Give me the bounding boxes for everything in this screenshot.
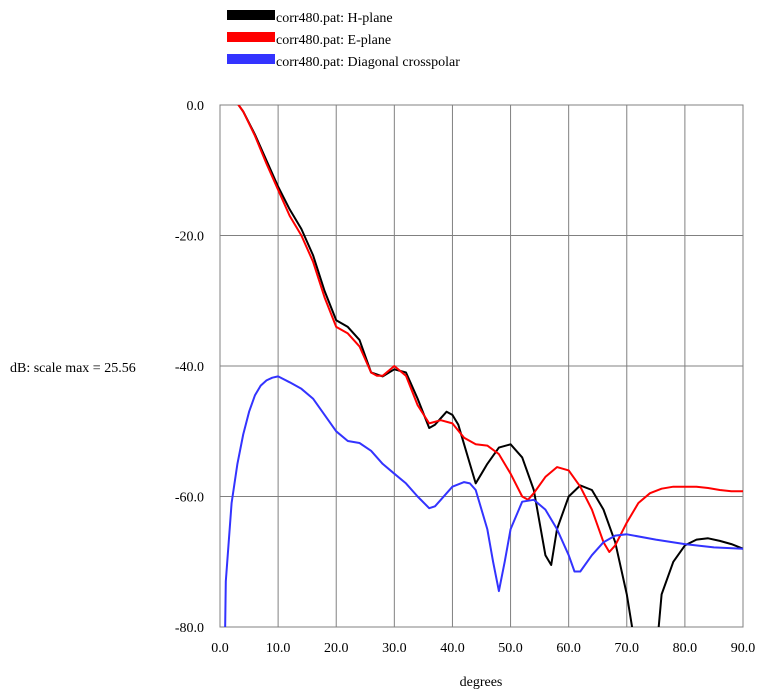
x-tick-label: 60.0 <box>556 641 581 656</box>
series-line-2 <box>237 105 743 553</box>
legend-swatch-1 <box>227 10 275 20</box>
series-layer <box>224 105 743 627</box>
x-axis-ticks: 0.0 10.0 20.0 30.0 40.0 50.0 60.0 70.0 80.0 90.0 <box>211 641 755 656</box>
grid <box>220 105 743 627</box>
x-tick-label: 50.0 <box>498 641 523 656</box>
legend-label-2: corr480.pat: E-plane <box>276 33 391 48</box>
y-axis-ticks: 0.0 -20.0 -40.0 -60.0 -80.0 <box>175 99 204 636</box>
plot-area <box>219 104 744 628</box>
legend-label-1: corr480.pat: H-plane <box>276 11 393 26</box>
y-axis-label: dB: scale max = 25.56 <box>10 361 136 376</box>
x-tick-label: 80.0 <box>673 641 698 656</box>
x-tick-label: 70.0 <box>615 641 640 656</box>
legend: corr480.pat: H-plane corr480.pat: E-plane… <box>227 10 460 70</box>
x-axis-label: degrees <box>460 675 503 690</box>
y-tick-label: -20.0 <box>175 230 204 245</box>
x-tick-label: 20.0 <box>324 641 349 656</box>
x-tick-label: 0.0 <box>211 641 229 656</box>
series-line-3 <box>224 375 743 627</box>
legend-swatch-2 <box>227 32 275 42</box>
series-line-1 <box>237 105 743 627</box>
x-tick-label: 30.0 <box>382 641 407 656</box>
y-tick-label: -60.0 <box>175 491 204 506</box>
x-tick-label: 10.0 <box>266 641 291 656</box>
y-tick-label: 0.0 <box>187 99 205 114</box>
legend-swatch-3 <box>227 54 275 64</box>
y-tick-label: -80.0 <box>175 621 204 636</box>
x-tick-label: 40.0 <box>440 641 465 656</box>
x-tick-label: 90.0 <box>731 641 756 656</box>
y-tick-label: -40.0 <box>175 360 204 375</box>
legend-label-3: corr480.pat: Diagonal crosspolar <box>276 55 460 70</box>
